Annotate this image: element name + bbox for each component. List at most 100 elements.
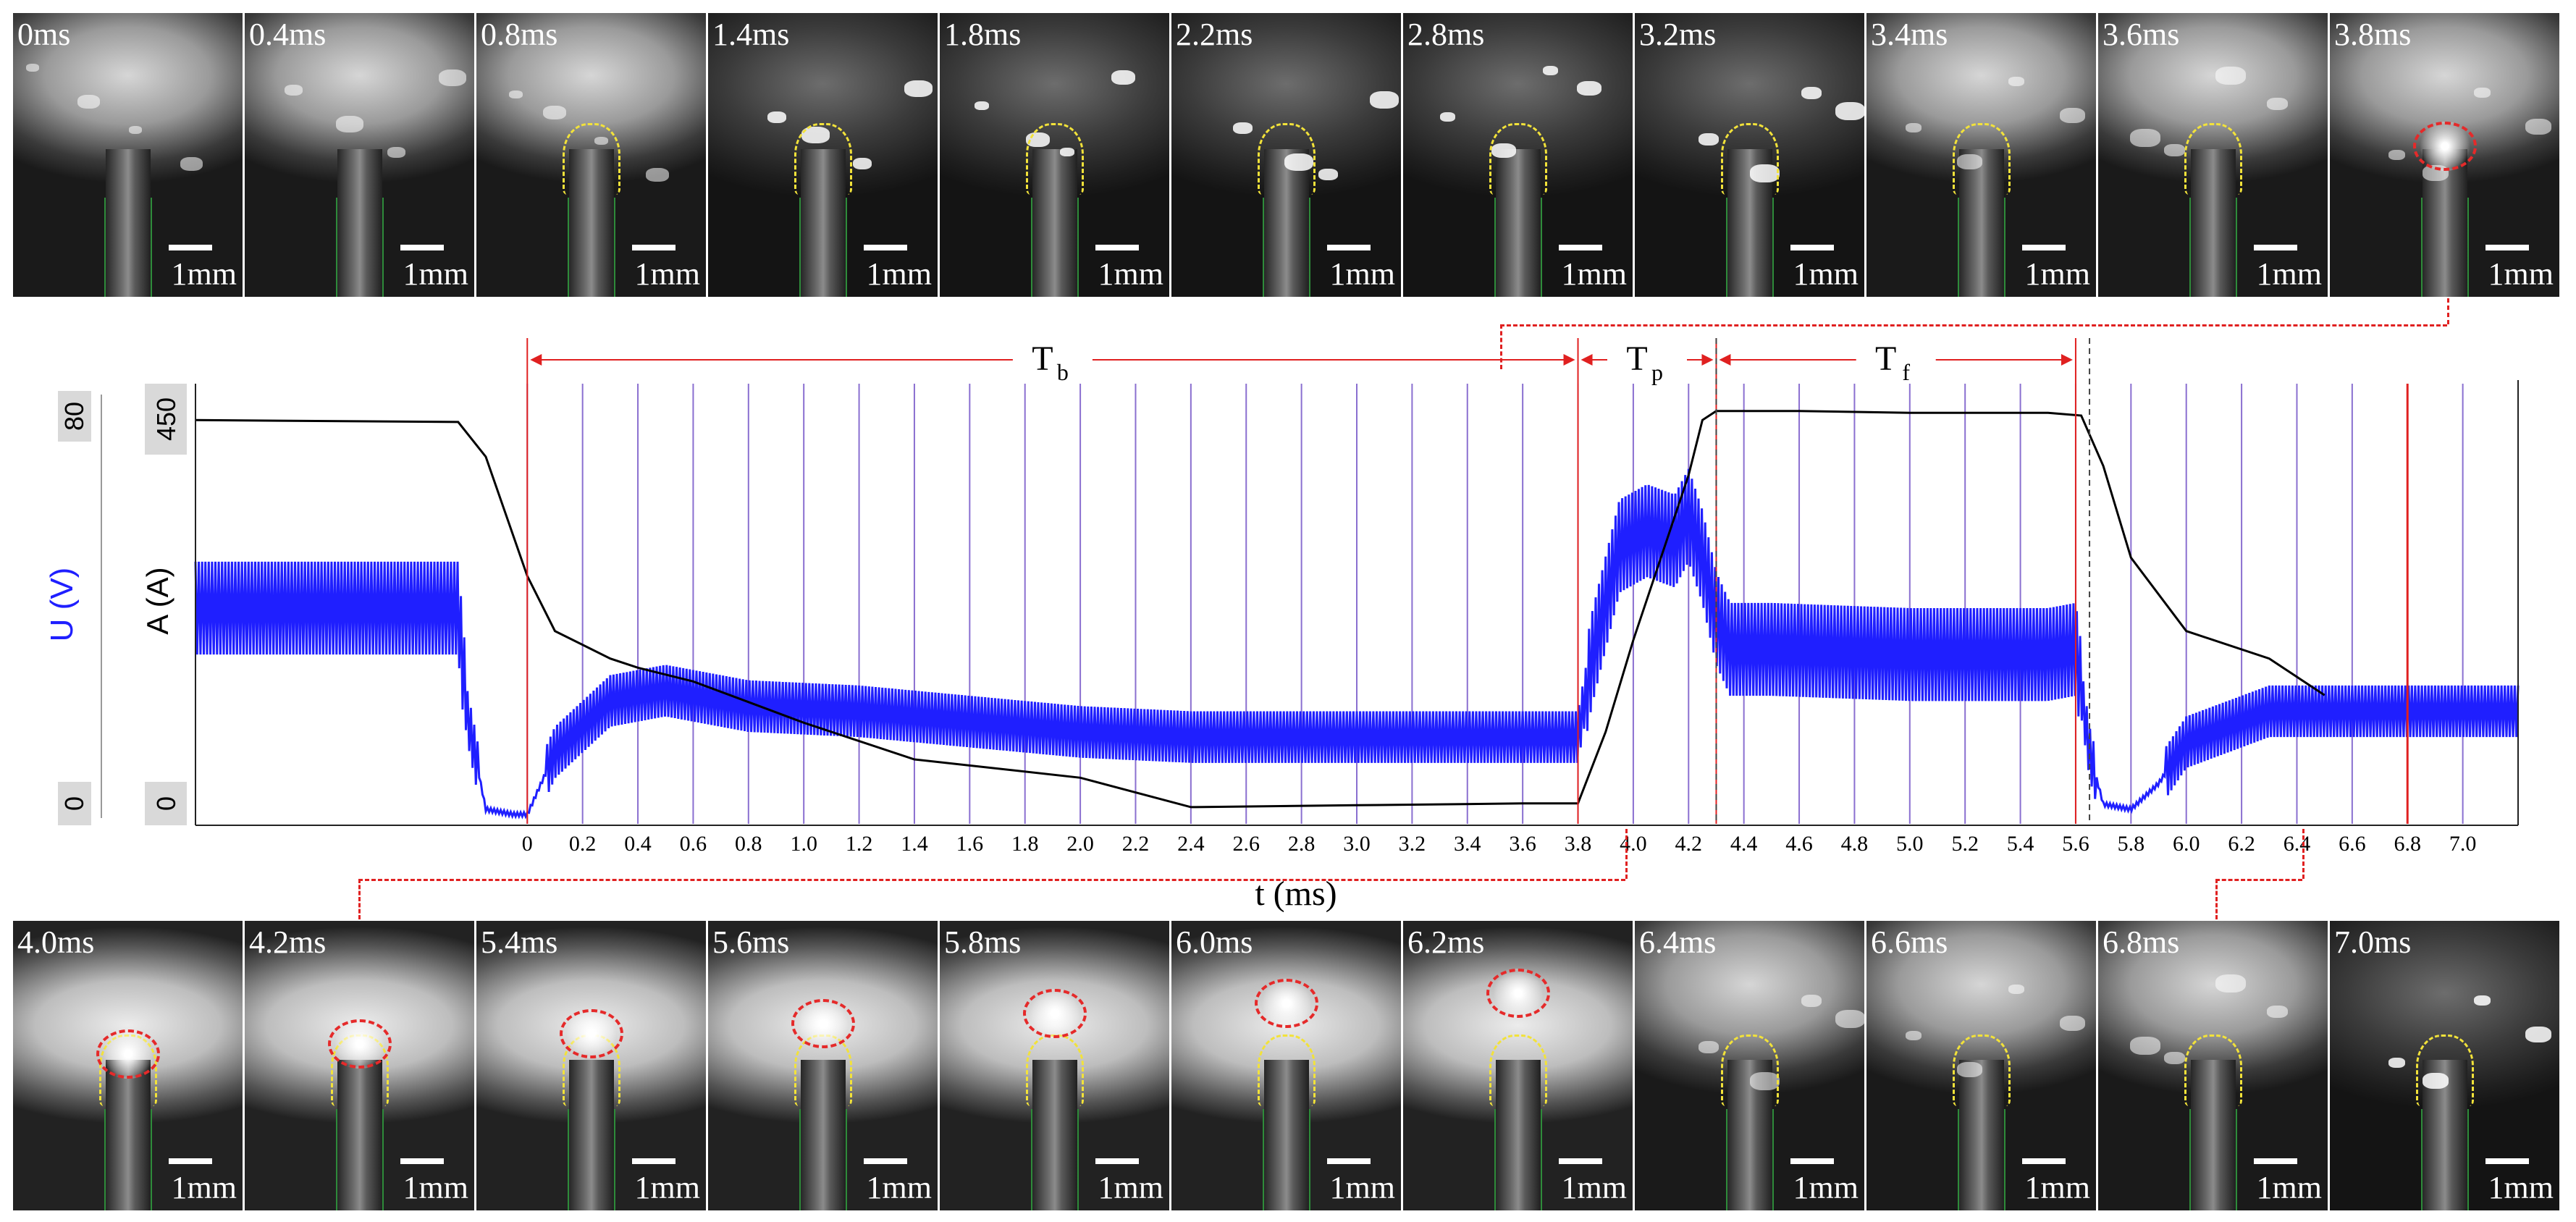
scale-label: 1mm xyxy=(1793,256,1859,292)
droplet-outline xyxy=(96,1029,160,1079)
x-tick-label: 6.8 xyxy=(2394,832,2421,856)
spatter-spark xyxy=(1801,995,1822,1007)
frame-time-label: 6.8ms xyxy=(2103,924,2180,960)
scale-label: 1mm xyxy=(1098,256,1163,292)
connector-bottom-right-down xyxy=(2215,879,2218,919)
electrode-tip-outline xyxy=(1489,122,1547,195)
scale-bar xyxy=(169,1158,212,1164)
x-tick-label: 1.4 xyxy=(901,832,928,856)
electrode-edge xyxy=(1725,1109,1727,1210)
spatter-spark xyxy=(2130,1037,2160,1055)
voltage-tick-top: 80 xyxy=(59,402,89,431)
spatter-spark xyxy=(1543,66,1558,75)
spatter-spark xyxy=(1699,1041,1719,1053)
frame-time-label: 3.2ms xyxy=(1639,17,1717,52)
x-tick-label: 2.0 xyxy=(1066,832,1094,856)
frame-time-label: 0.4ms xyxy=(249,17,327,52)
spatter-spark xyxy=(387,147,405,158)
electrode-edge xyxy=(2003,197,2005,297)
scale-bar xyxy=(632,245,675,250)
top-frame: 1.4ms 1mm xyxy=(708,13,938,297)
electrode-edge xyxy=(150,1109,152,1210)
scale-bar xyxy=(1559,1158,1602,1164)
frame-time-label: 5.6ms xyxy=(712,924,790,960)
frame-time-label: 3.8ms xyxy=(2334,17,2412,52)
phase-arrowhead-end xyxy=(1563,354,1575,366)
frame-time-label: 3.6ms xyxy=(2103,17,2180,52)
spatter-spark xyxy=(2008,77,2024,86)
bottom-frame-strip: 4.0ms 1mm 4.2ms 1mm 5.4ms 1mm 5.6ms 1mm 5.8ms 1mm… xyxy=(13,921,2562,1210)
scale-label: 1mm xyxy=(2024,1170,2090,1205)
connector-top-frames-up xyxy=(2447,298,2449,324)
phase-arrowhead-start xyxy=(1580,354,1593,366)
series-layer xyxy=(194,410,2520,819)
spatter-spark xyxy=(180,157,203,171)
electrode-tip-outline xyxy=(1025,1035,1084,1106)
electrode-edge xyxy=(2189,1109,2191,1210)
electrode-edge xyxy=(1540,1109,1542,1210)
spatter-spark xyxy=(2060,1016,2085,1031)
electrode-edge xyxy=(1262,1109,1264,1210)
spatter-spark xyxy=(975,101,989,110)
spatter-spark xyxy=(26,64,39,72)
electrode-tip-outline xyxy=(1952,122,2011,195)
phase-arrowhead-end xyxy=(2061,354,2073,366)
top-frame: 3.6ms 1mm xyxy=(2098,13,2328,297)
x-tick-label: 3.4 xyxy=(1454,832,1481,856)
electrode-edge xyxy=(1725,197,1727,297)
frame-time-label: 0ms xyxy=(17,17,71,52)
current-tick-top: 450 xyxy=(151,397,181,441)
electrode-tip-outline xyxy=(2184,122,2242,195)
electrode-edge xyxy=(1772,197,1774,297)
phase-arrowhead-start xyxy=(1719,354,1731,366)
scale-bar xyxy=(400,245,444,250)
scale-bar xyxy=(2022,1158,2066,1164)
frame-time-label: 7.0ms xyxy=(2334,924,2412,960)
x-tick-label: 5.0 xyxy=(1896,832,1924,856)
phase-label: T xyxy=(1626,340,1647,378)
x-tick-label: 0.4 xyxy=(624,832,652,856)
electrode-tip-outline xyxy=(1489,1035,1547,1106)
spatter-spark xyxy=(853,158,872,169)
bottom-frame: 6.6ms 1mm xyxy=(1866,921,2096,1210)
scale-bar xyxy=(169,245,212,250)
electrode-edge xyxy=(613,1109,615,1210)
spatter-spark xyxy=(2060,108,2085,123)
electrode-edge xyxy=(2003,1109,2005,1210)
electrode-edge xyxy=(1077,197,1079,297)
scale-label: 1mm xyxy=(2488,1170,2554,1205)
spatter-spark xyxy=(1370,91,1399,109)
voltage-axis: 80 0 U (V) xyxy=(44,391,102,825)
x-tick-label: 0.8 xyxy=(735,832,762,856)
electrode-tip-outline xyxy=(1257,1035,1316,1106)
frame-time-label: 5.4ms xyxy=(481,924,558,960)
scale-label: 1mm xyxy=(1329,1170,1395,1205)
electrode-edge xyxy=(1077,1109,1079,1210)
scale-bar xyxy=(1559,245,1602,250)
droplet-outline xyxy=(559,1009,623,1058)
spatter-spark xyxy=(1801,87,1822,99)
electrode-edge xyxy=(2467,1109,2469,1210)
x-tick-label: 2.6 xyxy=(1232,832,1260,856)
electrode-edge xyxy=(1030,197,1032,297)
top-frame: 0.8ms 1mm xyxy=(476,13,706,297)
top-frame: 3.4ms 1mm xyxy=(1866,13,2096,297)
current-top-tick-bg xyxy=(145,384,187,455)
x-tick-label: 3.0 xyxy=(1343,832,1371,856)
electrode-edge xyxy=(567,197,569,297)
scale-label: 1mm xyxy=(2488,256,2554,292)
electrode-edge xyxy=(567,1109,569,1210)
x-tick-label: 2.2 xyxy=(1122,832,1150,856)
spatter-spark xyxy=(1699,133,1719,146)
spatter-spark xyxy=(2267,1006,2288,1018)
top-frame: 3.2ms 1mm xyxy=(1635,13,1864,297)
x-tick-label: 3.2 xyxy=(1399,832,1426,856)
x-tick-label: 0 xyxy=(522,832,533,856)
frame-time-label: 0.8ms xyxy=(481,17,558,52)
electrode-edge xyxy=(845,197,847,297)
spatter-spark xyxy=(1111,70,1135,85)
current-tick-bottom: 0 xyxy=(151,796,181,811)
spatter-spark xyxy=(2474,88,2491,98)
scale-label: 1mm xyxy=(634,1170,700,1205)
x-tick-label: 3.6 xyxy=(1509,832,1536,856)
